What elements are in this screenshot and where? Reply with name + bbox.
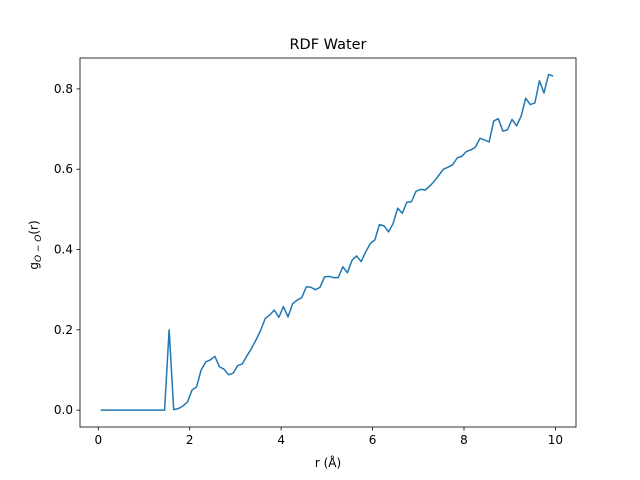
plot-area (79, 57, 577, 428)
y-axis-label-main: g (27, 262, 41, 270)
y-axis-label-suffix: (r) (27, 220, 41, 234)
x-tick-label: 4 (277, 433, 285, 447)
series-line (100, 73, 554, 411)
y-axis-label-subscript: O − O (34, 235, 44, 262)
x-tick-label: 0 (94, 433, 102, 447)
x-axis-ticks: 0 2 4 6 8 10 (94, 427, 563, 447)
x-tick-label: 10 (548, 433, 563, 447)
x-tick-label: 8 (460, 433, 468, 447)
y-axis-label: gO − O(r) (27, 220, 44, 269)
chart-title: RDF Water (289, 37, 366, 53)
y-tick-label: 0.2 (54, 323, 73, 337)
x-tick-label: 2 (186, 433, 194, 447)
y-tick-label: 0.4 (54, 243, 73, 257)
y-axis-ticks: 0.0 0.2 0.4 0.6 0.8 (54, 82, 80, 417)
x-axis-label: r (Å) (315, 455, 341, 470)
plot-frame (79, 57, 577, 428)
x-tick-label: 6 (369, 433, 377, 447)
y-tick-label: 0.0 (54, 403, 73, 417)
y-tick-label: 0.6 (54, 162, 73, 176)
y-tick-label: 0.8 (54, 82, 73, 96)
